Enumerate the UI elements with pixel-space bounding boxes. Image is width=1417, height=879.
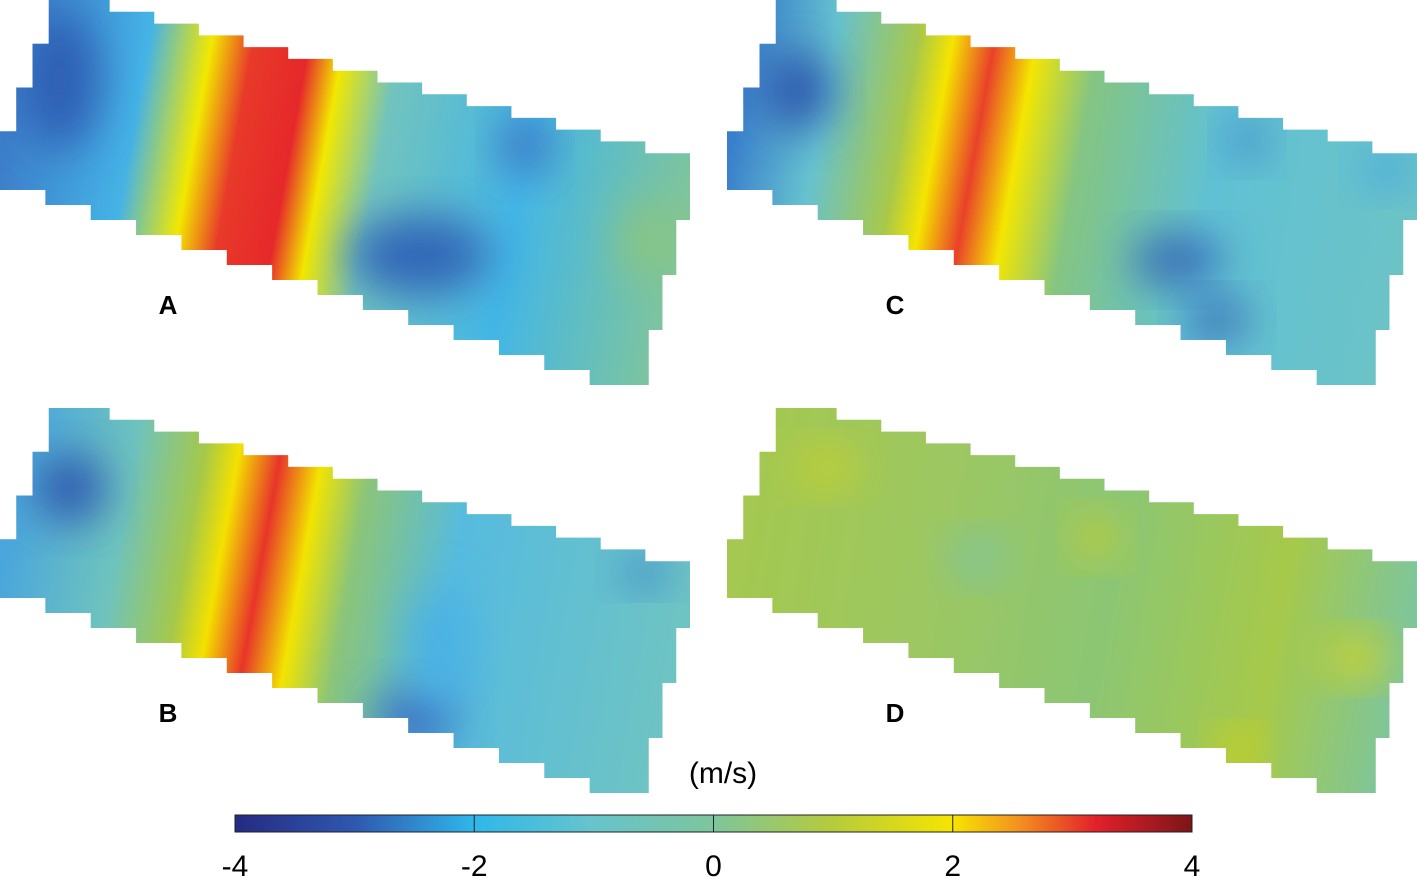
field — [0, 408, 690, 793]
blob — [35, 453, 105, 523]
panel: B — [0, 408, 690, 793]
panel: A — [0, 0, 690, 385]
blobs — [762, 50, 1412, 340]
tick-label: 4 — [1184, 850, 1201, 879]
tick-label: -2 — [461, 850, 488, 879]
blob — [410, 588, 470, 708]
blob — [762, 50, 832, 130]
panel: C — [727, 0, 1417, 385]
field — [727, 408, 1417, 793]
blob — [620, 558, 670, 588]
blob — [20, 10, 100, 150]
blob — [350, 215, 490, 295]
panel-label: C — [886, 290, 905, 320]
blobs — [35, 453, 670, 748]
blob — [620, 200, 680, 280]
tick-label: 2 — [944, 850, 961, 879]
blobs — [20, 10, 680, 295]
panel-label: B — [159, 698, 178, 728]
blob — [1187, 300, 1247, 340]
panel-label: D — [886, 698, 905, 728]
blob — [952, 538, 1002, 578]
field — [727, 0, 1417, 385]
panel-label: A — [159, 290, 178, 320]
tick-label: 0 — [705, 850, 722, 879]
colorbar-label: (m/s) — [689, 757, 757, 790]
blobs — [797, 448, 1387, 763]
colorbar-ticks: -4 -2 0 2 4 — [222, 815, 1201, 879]
tick-label: -4 — [222, 850, 249, 879]
blob — [1327, 638, 1387, 678]
blob — [500, 115, 550, 175]
blob — [1077, 518, 1117, 558]
blob — [1217, 733, 1257, 763]
panel: D — [727, 408, 1417, 793]
blob — [797, 448, 857, 488]
field — [0, 0, 690, 385]
blob — [1362, 150, 1412, 190]
panels: A B C D — [0, 0, 1417, 793]
blob — [1227, 120, 1267, 160]
blob — [1132, 235, 1222, 285]
